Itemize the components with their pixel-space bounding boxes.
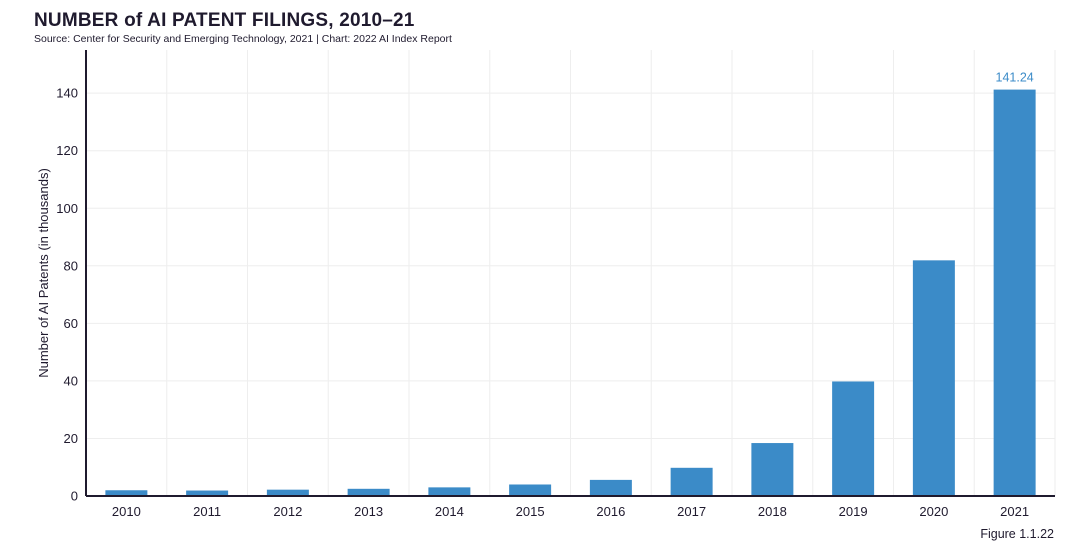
x-tick-label: 2012 (273, 504, 302, 519)
x-tick-labels: 2010 2011 2012 2013 2014 2015 2016 2017 2018 2019… (112, 504, 1029, 519)
x-tick-label: 2019 (839, 504, 868, 519)
figure-label: Figure 1.1.22 (980, 527, 1054, 541)
x-tick-label: 2011 (193, 504, 221, 519)
bar-2012 (266, 489, 309, 496)
bar-2014 (428, 487, 471, 496)
bar-2011 (186, 490, 229, 496)
bar-2016 (589, 479, 632, 496)
bar-2020 (912, 260, 955, 496)
bar-2017 (670, 467, 713, 496)
x-tick-label: 2015 (516, 504, 545, 519)
y-axis-label: Number of AI Patents (in thousands) (36, 168, 51, 378)
x-tick-label: 2017 (677, 504, 706, 519)
y-tick-labels: 0 20 40 60 80 100 120 140 (56, 86, 78, 504)
chart-title: NUMBER of AI PATENT FILINGS, 2010–21 (34, 10, 415, 31)
x-tick-label: 2014 (435, 504, 464, 519)
x-tick-label: 2021 (1000, 504, 1029, 519)
axes (85, 50, 1055, 497)
bar-2015 (509, 484, 552, 496)
bar-2021 (993, 89, 1036, 496)
y-tick-label: 80 (64, 258, 78, 273)
data-label: 141.24 (996, 71, 1034, 85)
chart-subtitle: Source: Center for Security and Emerging… (34, 33, 452, 45)
grid-lines (86, 50, 1056, 496)
x-tick-label: 2013 (354, 504, 383, 519)
bar-2013 (347, 488, 390, 496)
x-tick-label: 2016 (596, 504, 625, 519)
y-tick-label: 140 (56, 86, 78, 101)
x-tick-label: 2018 (758, 504, 787, 519)
bar-2018 (751, 443, 794, 496)
data-labels: 141.24 (996, 71, 1034, 85)
y-tick-label: 20 (64, 431, 78, 446)
y-tick-label: 120 (56, 143, 78, 158)
bar-2019 (832, 381, 875, 496)
y-tick-label: 0 (71, 489, 78, 504)
y-tick-label: 40 (64, 373, 78, 388)
x-tick-label: 2010 (112, 504, 141, 519)
bar-2010 (105, 490, 148, 496)
y-tick-label: 60 (64, 316, 78, 331)
bars (105, 89, 1036, 496)
x-tick-label: 2020 (919, 504, 948, 519)
y-tick-label: 100 (56, 201, 78, 216)
